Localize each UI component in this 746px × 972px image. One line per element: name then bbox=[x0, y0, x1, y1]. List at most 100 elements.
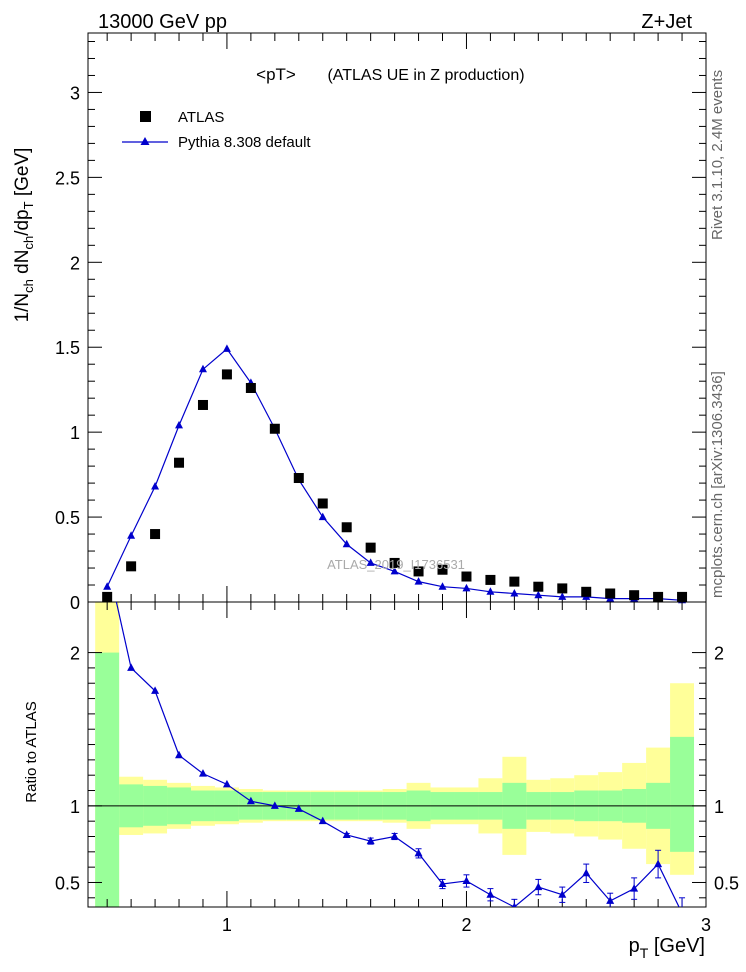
atlas-point bbox=[197, 399, 208, 410]
atlas-point bbox=[581, 586, 592, 597]
ratio-point bbox=[511, 902, 517, 907]
legend-atlas-marker bbox=[140, 111, 151, 122]
ratio-y-tick-label-right: 0.5 bbox=[714, 873, 739, 893]
atlas-point bbox=[269, 423, 280, 434]
ratio-point bbox=[606, 896, 615, 904]
atlas-point bbox=[389, 557, 400, 568]
ratio-y-tick-label: 2 bbox=[70, 644, 80, 664]
y-tick-label: 1.5 bbox=[55, 338, 80, 358]
atlas-point bbox=[245, 382, 256, 393]
ratio-point bbox=[246, 796, 255, 805]
main-plot-subtitle: (ATLAS UE in Z production) bbox=[327, 67, 524, 84]
x-tick-label: 2 bbox=[461, 915, 471, 935]
atlas-point bbox=[174, 457, 185, 468]
ratio-y-tick-label-right: 1 bbox=[714, 797, 724, 817]
ratio-point bbox=[151, 686, 160, 694]
atlas-point bbox=[557, 583, 568, 594]
ratio-y-tick-label: 1 bbox=[70, 797, 80, 817]
ratio-point bbox=[462, 876, 471, 884]
ratio-point bbox=[630, 884, 639, 892]
atlas-point bbox=[221, 369, 232, 380]
ratio-point bbox=[486, 890, 495, 898]
ratio-point bbox=[438, 879, 447, 888]
header-right: Z+Jet bbox=[641, 11, 692, 33]
mcplots-label: mcplots.cern.ch [arXiv:1306.3436] bbox=[709, 371, 726, 598]
atlas-point bbox=[461, 571, 472, 582]
ratio-point bbox=[318, 816, 327, 825]
ratio-uncertainty-bands bbox=[95, 602, 695, 907]
ratio-point bbox=[534, 882, 543, 891]
ratio-line bbox=[115, 602, 680, 907]
y-tick-label: 0.5 bbox=[55, 508, 80, 528]
y-tick-label: 1 bbox=[70, 423, 80, 443]
atlas-point bbox=[437, 564, 448, 575]
atlas-point bbox=[485, 574, 496, 585]
y-tick-label: 2.5 bbox=[55, 168, 80, 188]
pythia-point bbox=[151, 482, 160, 490]
atlas-point bbox=[293, 473, 304, 484]
pythia-point bbox=[558, 592, 567, 600]
ratio-point bbox=[270, 801, 279, 809]
pythia-point bbox=[175, 420, 184, 429]
atlas-point bbox=[413, 566, 424, 577]
ratio-xlabel: pT [GeV] bbox=[629, 935, 705, 961]
main-plot-panel: 0 0.5 1 1.5 2 2.5 3 <pT> (ATLAS UE in Z produc… bbox=[12, 32, 707, 613]
ratio-ylabel: Ratio to ATLAS bbox=[23, 701, 40, 802]
pythia-point bbox=[103, 582, 112, 590]
main-plot-marks bbox=[102, 344, 688, 604]
ratio-point bbox=[127, 663, 136, 671]
y-tick-label: 3 bbox=[70, 83, 80, 103]
ratio-point bbox=[294, 804, 303, 812]
atlas-point bbox=[365, 542, 376, 553]
pythia-point bbox=[534, 590, 543, 599]
header-left: 13000 GeV pp bbox=[98, 11, 227, 33]
main-plot-ticks: 0 0.5 1 1.5 2 2.5 3 bbox=[55, 32, 707, 613]
legend-pythia-label: Pythia 8.308 default bbox=[178, 134, 311, 151]
main-plot-ylabel: 1/Nch dNch/dpT [GeV] bbox=[12, 148, 36, 323]
atlas-point bbox=[150, 529, 161, 540]
legend: ATLAS Pythia 8.308 default bbox=[122, 109, 311, 151]
x-tick-label: 1 bbox=[222, 915, 232, 935]
x-tick-label: 3 bbox=[701, 915, 711, 935]
atlas-point bbox=[533, 581, 544, 592]
pythia-point bbox=[342, 539, 351, 548]
inner-band-bin bbox=[95, 652, 120, 907]
rivet-label: Rivet 3.1.10, 2.4M events bbox=[709, 70, 726, 240]
atlas-point bbox=[126, 561, 137, 572]
pythia-point bbox=[318, 512, 327, 521]
analysis-watermark: ATLAS_2019_I1736531 bbox=[327, 557, 465, 572]
pythia-point bbox=[462, 583, 471, 592]
ratio-point bbox=[414, 848, 423, 857]
ratio-point bbox=[582, 868, 591, 877]
pythia-point bbox=[198, 364, 207, 373]
pythia-point bbox=[414, 577, 423, 585]
pythia-point bbox=[510, 589, 519, 597]
ratio-point bbox=[103, 556, 111, 564]
pythia-point bbox=[486, 587, 495, 595]
inner-band-bin bbox=[670, 736, 695, 852]
atlas-point bbox=[653, 591, 664, 602]
atlas-point bbox=[677, 591, 688, 602]
atlas-point bbox=[509, 576, 520, 587]
pythia-point bbox=[127, 531, 136, 539]
y-tick-label: 2 bbox=[70, 253, 80, 273]
main-plot-title: <pT> bbox=[256, 65, 296, 84]
ratio-point bbox=[654, 859, 663, 868]
ratio-point bbox=[558, 890, 567, 898]
ratio-y-tick-label: 0.5 bbox=[55, 873, 80, 893]
ratio-panel: 0.5 0.5 1 1 2 2 1 2 3 Ratio to ATLAS pT [GeV] bbox=[23, 556, 739, 961]
y-tick-label: 0 bbox=[70, 593, 80, 613]
pythia-point bbox=[390, 566, 399, 575]
atlas-point bbox=[102, 591, 113, 602]
ratio-marks bbox=[103, 556, 686, 907]
ratio-point bbox=[175, 750, 184, 759]
atlas-point bbox=[317, 498, 328, 509]
ratio-point bbox=[366, 836, 375, 845]
ratio-point bbox=[342, 830, 351, 838]
ratio-point bbox=[390, 831, 399, 840]
atlas-point bbox=[629, 590, 640, 601]
pythia-point bbox=[222, 344, 231, 352]
ratio-frame bbox=[87, 601, 707, 908]
ratio-series-group bbox=[103, 556, 686, 907]
